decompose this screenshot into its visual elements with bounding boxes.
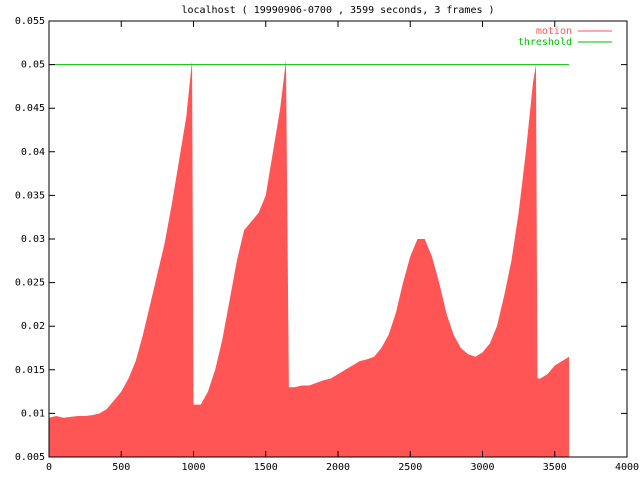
legend-label: threshold <box>518 37 572 48</box>
y-tick-label: 0.035 <box>15 190 45 201</box>
x-tick-label: 500 <box>112 462 130 473</box>
y-tick-label: 0.03 <box>21 234 45 245</box>
y-tick-label: 0.05 <box>21 60 45 71</box>
x-tick-label: 0 <box>46 462 52 473</box>
x-tick-label: 3500 <box>543 462 567 473</box>
y-tick-label: 0.045 <box>15 103 45 114</box>
x-tick-label: 2500 <box>398 462 422 473</box>
x-tick-label: 3000 <box>470 462 494 473</box>
y-tick-label: 0.04 <box>21 147 45 158</box>
legend-label: motion <box>536 26 572 37</box>
y-tick-label: 0.015 <box>15 365 45 376</box>
x-tick-label: 1000 <box>181 462 205 473</box>
y-tick-label: 0.055 <box>15 16 45 27</box>
motion-area <box>49 60 570 458</box>
y-tick-label: 0.025 <box>15 278 45 289</box>
chart-title: localhost ( 19990906-0700 , 3599 seconds… <box>181 5 494 16</box>
y-tick-label: 0.005 <box>15 452 45 463</box>
x-tick-label: 1500 <box>254 462 278 473</box>
x-tick-label: 4000 <box>615 462 639 473</box>
x-tick-label: 2000 <box>326 462 350 473</box>
y-tick-label: 0.01 <box>21 408 45 419</box>
y-tick-label: 0.02 <box>21 321 45 332</box>
